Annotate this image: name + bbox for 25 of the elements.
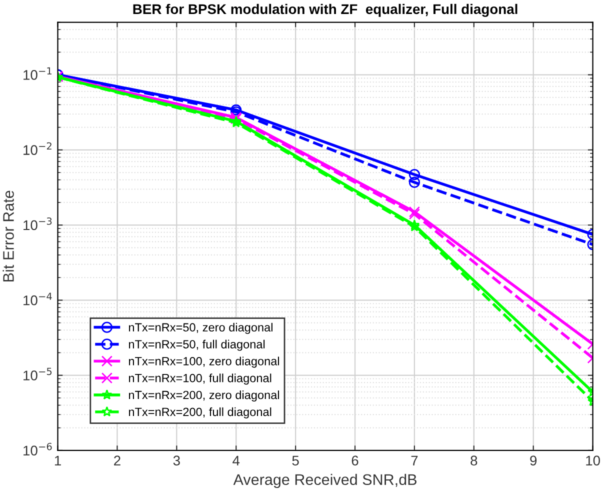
x-tick-label: 1 [54, 456, 61, 466]
y-tick-label: 10$^{−2}$ [24, 142, 52, 155]
y-axis-title: Bit Error Rate [2, 190, 14, 282]
x-tick-label: 4 [232, 456, 240, 466]
legend-label: nTx=nRx=100, zero diagonal [128, 356, 280, 368]
x-tick-label: 10 [586, 456, 600, 466]
x-tick-label: 8 [470, 456, 478, 466]
y-tick-label: 10$^{−4}$ [24, 292, 52, 306]
legend-label: nTx=nRx=50, zero diagonal [128, 322, 272, 334]
x-axis-title: Average Received SNR,dB [233, 474, 416, 488]
y-tick-label: 10$^{−3}$ [24, 217, 52, 230]
y-tick-label: 10$^{−1}$ [24, 67, 52, 80]
x-tick-label: 7 [411, 456, 418, 466]
legend-label: nTx=nRx=100, full diagonal [128, 374, 272, 385]
x-tick-label: 9 [530, 456, 537, 466]
legend-label: nTx=nRx=50, full diagonal [128, 340, 265, 351]
x-tick-label: 5 [292, 456, 299, 466]
x-tick-label: 3 [173, 456, 180, 466]
legend-label: nTx=nRx=200, zero diagonal [128, 390, 280, 402]
x-tick-label: 2 [114, 456, 120, 466]
legend-label: nTx=nRx=200, full diagonal [128, 407, 272, 418]
chart-title: BER for BPSK modulation with ZF equalizer, Full diagonal [133, 4, 518, 17]
x-tick-label: 6 [352, 456, 358, 466]
y-tick-label: 10$^{−6}$ [24, 442, 52, 456]
y-tick-label: 10$^{−5}$ [24, 368, 52, 380]
